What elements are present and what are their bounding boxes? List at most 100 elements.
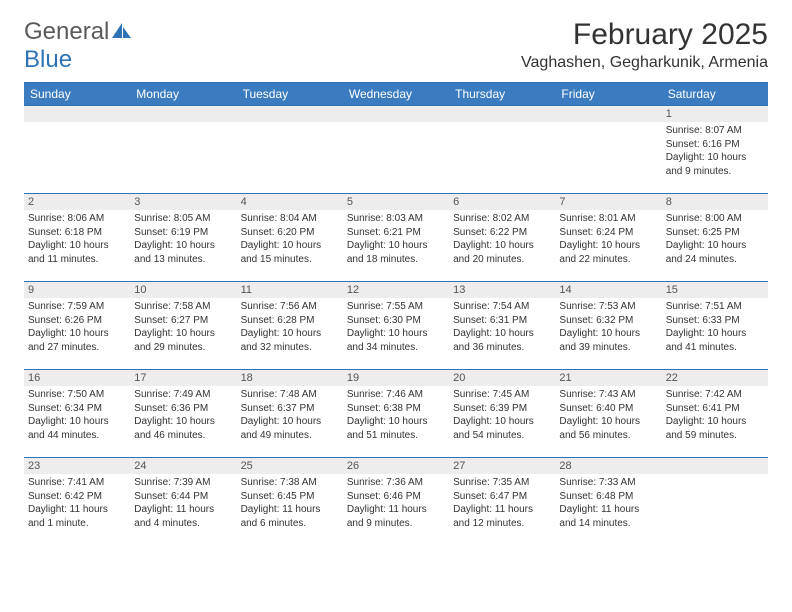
location: Vaghashen, Gegharkunik, Armenia xyxy=(521,54,768,72)
sunrise-text: Sunrise: 8:04 AM xyxy=(241,212,339,226)
sunrise-text: Sunrise: 7:58 AM xyxy=(134,300,232,314)
day-number: 6 xyxy=(449,194,555,210)
day-content: Sunrise: 7:41 AMSunset: 6:42 PMDaylight:… xyxy=(24,474,130,536)
calendar-week-row: 9Sunrise: 7:59 AMSunset: 6:26 PMDaylight… xyxy=(24,282,768,370)
sunset-text: Sunset: 6:33 PM xyxy=(666,314,764,328)
day-content: Sunrise: 7:33 AMSunset: 6:48 PMDaylight:… xyxy=(555,474,661,536)
calendar-cell: 14Sunrise: 7:53 AMSunset: 6:32 PMDayligh… xyxy=(555,282,661,370)
sunset-text: Sunset: 6:28 PM xyxy=(241,314,339,328)
month-title: February 2025 xyxy=(521,18,768,52)
day-number: 24 xyxy=(130,458,236,474)
day-content: Sunrise: 8:03 AMSunset: 6:21 PMDaylight:… xyxy=(343,210,449,272)
calendar-week-row: 1Sunrise: 8:07 AMSunset: 6:16 PMDaylight… xyxy=(24,106,768,194)
sunrise-text: Sunrise: 7:56 AM xyxy=(241,300,339,314)
calendar-cell: 1Sunrise: 8:07 AMSunset: 6:16 PMDaylight… xyxy=(662,106,768,194)
calendar-cell: 3Sunrise: 8:05 AMSunset: 6:19 PMDaylight… xyxy=(130,194,236,282)
day-content: Sunrise: 7:42 AMSunset: 6:41 PMDaylight:… xyxy=(662,386,768,448)
day-content: Sunrise: 7:35 AMSunset: 6:47 PMDaylight:… xyxy=(449,474,555,536)
day-number: 13 xyxy=(449,282,555,298)
day-header: Tuesday xyxy=(237,83,343,106)
daylight-text: Daylight: 11 hours and 1 minute. xyxy=(28,503,126,530)
logo-sail-icon xyxy=(111,21,133,39)
calendar-cell xyxy=(343,106,449,194)
daylight-text: Daylight: 11 hours and 12 minutes. xyxy=(453,503,551,530)
daylight-text: Daylight: 10 hours and 41 minutes. xyxy=(666,327,764,354)
sunrise-text: Sunrise: 8:05 AM xyxy=(134,212,232,226)
calendar-cell: 24Sunrise: 7:39 AMSunset: 6:44 PMDayligh… xyxy=(130,458,236,546)
calendar-cell: 25Sunrise: 7:38 AMSunset: 6:45 PMDayligh… xyxy=(237,458,343,546)
calendar-cell: 8Sunrise: 8:00 AMSunset: 6:25 PMDaylight… xyxy=(662,194,768,282)
sunrise-text: Sunrise: 7:38 AM xyxy=(241,476,339,490)
sunrise-text: Sunrise: 7:59 AM xyxy=(28,300,126,314)
day-number: 16 xyxy=(24,370,130,386)
daylight-text: Daylight: 10 hours and 11 minutes. xyxy=(28,239,126,266)
day-content: Sunrise: 7:43 AMSunset: 6:40 PMDaylight:… xyxy=(555,386,661,448)
day-content: Sunrise: 8:06 AMSunset: 6:18 PMDaylight:… xyxy=(24,210,130,272)
day-content: Sunrise: 7:46 AMSunset: 6:38 PMDaylight:… xyxy=(343,386,449,448)
day-number: 27 xyxy=(449,458,555,474)
day-content xyxy=(130,122,236,130)
day-number: 2 xyxy=(24,194,130,210)
daylight-text: Daylight: 10 hours and 54 minutes. xyxy=(453,415,551,442)
day-content: Sunrise: 7:56 AMSunset: 6:28 PMDaylight:… xyxy=(237,298,343,360)
daylight-text: Daylight: 10 hours and 24 minutes. xyxy=(666,239,764,266)
sunrise-text: Sunrise: 7:41 AM xyxy=(28,476,126,490)
sunset-text: Sunset: 6:20 PM xyxy=(241,226,339,240)
sunrise-text: Sunrise: 8:07 AM xyxy=(666,124,764,138)
daylight-text: Daylight: 10 hours and 27 minutes. xyxy=(28,327,126,354)
day-content: Sunrise: 7:38 AMSunset: 6:45 PMDaylight:… xyxy=(237,474,343,536)
day-header: Wednesday xyxy=(343,83,449,106)
sunrise-text: Sunrise: 7:48 AM xyxy=(241,388,339,402)
day-header: Sunday xyxy=(24,83,130,106)
sunrise-text: Sunrise: 8:01 AM xyxy=(559,212,657,226)
day-number: 21 xyxy=(555,370,661,386)
daylight-text: Daylight: 10 hours and 20 minutes. xyxy=(453,239,551,266)
sunrise-text: Sunrise: 7:35 AM xyxy=(453,476,551,490)
sunset-text: Sunset: 6:32 PM xyxy=(559,314,657,328)
day-content: Sunrise: 7:58 AMSunset: 6:27 PMDaylight:… xyxy=(130,298,236,360)
sunrise-text: Sunrise: 8:03 AM xyxy=(347,212,445,226)
sunset-text: Sunset: 6:37 PM xyxy=(241,402,339,416)
day-number xyxy=(343,106,449,122)
calendar-cell: 7Sunrise: 8:01 AMSunset: 6:24 PMDaylight… xyxy=(555,194,661,282)
sunrise-text: Sunrise: 7:33 AM xyxy=(559,476,657,490)
calendar-cell: 12Sunrise: 7:55 AMSunset: 6:30 PMDayligh… xyxy=(343,282,449,370)
day-content: Sunrise: 8:00 AMSunset: 6:25 PMDaylight:… xyxy=(662,210,768,272)
calendar-cell: 20Sunrise: 7:45 AMSunset: 6:39 PMDayligh… xyxy=(449,370,555,458)
day-header: Monday xyxy=(130,83,236,106)
day-header-row: Sunday Monday Tuesday Wednesday Thursday… xyxy=(24,83,768,106)
day-number: 23 xyxy=(24,458,130,474)
day-content xyxy=(555,122,661,130)
day-number: 8 xyxy=(662,194,768,210)
day-number xyxy=(449,106,555,122)
sunset-text: Sunset: 6:25 PM xyxy=(666,226,764,240)
sunset-text: Sunset: 6:34 PM xyxy=(28,402,126,416)
day-number xyxy=(662,458,768,474)
calendar-week-row: 23Sunrise: 7:41 AMSunset: 6:42 PMDayligh… xyxy=(24,458,768,546)
day-number: 14 xyxy=(555,282,661,298)
sunrise-text: Sunrise: 7:53 AM xyxy=(559,300,657,314)
calendar-cell: 13Sunrise: 7:54 AMSunset: 6:31 PMDayligh… xyxy=(449,282,555,370)
day-content xyxy=(237,122,343,130)
daylight-text: Daylight: 10 hours and 29 minutes. xyxy=(134,327,232,354)
day-number: 11 xyxy=(237,282,343,298)
daylight-text: Daylight: 11 hours and 14 minutes. xyxy=(559,503,657,530)
sunrise-text: Sunrise: 7:49 AM xyxy=(134,388,232,402)
daylight-text: Daylight: 10 hours and 46 minutes. xyxy=(134,415,232,442)
calendar-cell xyxy=(130,106,236,194)
day-content xyxy=(343,122,449,130)
day-number: 22 xyxy=(662,370,768,386)
sunrise-text: Sunrise: 7:39 AM xyxy=(134,476,232,490)
sunset-text: Sunset: 6:45 PM xyxy=(241,490,339,504)
sunset-text: Sunset: 6:38 PM xyxy=(347,402,445,416)
day-header: Friday xyxy=(555,83,661,106)
day-number: 5 xyxy=(343,194,449,210)
day-content: Sunrise: 7:39 AMSunset: 6:44 PMDaylight:… xyxy=(130,474,236,536)
sunrise-text: Sunrise: 8:00 AM xyxy=(666,212,764,226)
daylight-text: Daylight: 10 hours and 32 minutes. xyxy=(241,327,339,354)
sunrise-text: Sunrise: 7:46 AM xyxy=(347,388,445,402)
daylight-text: Daylight: 11 hours and 9 minutes. xyxy=(347,503,445,530)
day-number xyxy=(555,106,661,122)
day-content: Sunrise: 7:55 AMSunset: 6:30 PMDaylight:… xyxy=(343,298,449,360)
sunset-text: Sunset: 6:18 PM xyxy=(28,226,126,240)
